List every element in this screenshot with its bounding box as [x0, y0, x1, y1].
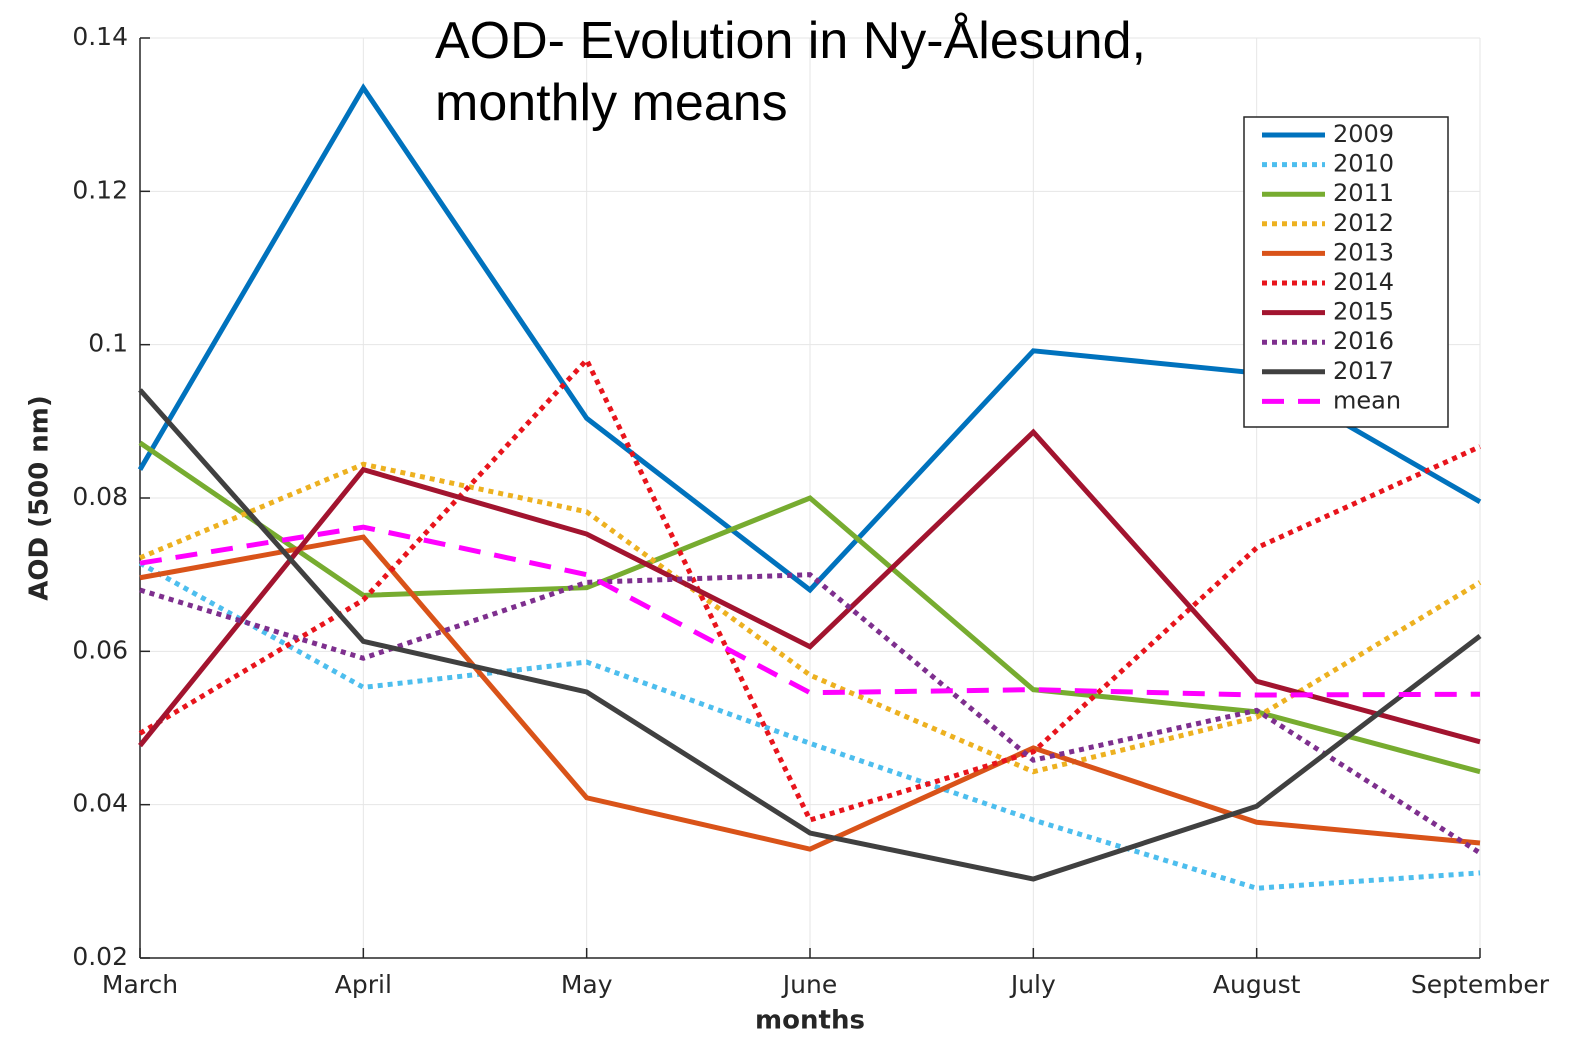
legend-label: 2012 [1333, 209, 1394, 237]
legend-label: 2013 [1333, 238, 1394, 266]
legend-label: 2017 [1333, 357, 1394, 385]
legend-box [1243, 116, 1449, 428]
series-line [139, 461, 1482, 775]
y-tick-label: 0.14 [72, 22, 128, 51]
x-tick-label: July [1009, 970, 1056, 999]
x-tick-label: June [781, 970, 837, 999]
chart-title: AOD- Evolution in Ny-Ålesund, monthly me… [435, 12, 1146, 132]
series-line [138, 388, 1482, 882]
legend-label: 2016 [1333, 327, 1394, 355]
x-tick-label: September [1411, 970, 1550, 999]
y-tick-label: 0.06 [72, 635, 128, 664]
y-tick-label: 0.1 [88, 329, 128, 358]
legend-label: 2010 [1333, 150, 1394, 178]
y-axis-label: AOD (500 nm) [25, 395, 55, 601]
x-tick-label: August [1213, 970, 1301, 999]
legend-label: 2009 [1333, 120, 1394, 148]
series-line [138, 355, 1482, 824]
legend-label: 2015 [1333, 298, 1394, 326]
legend-label: 2014 [1333, 268, 1394, 296]
x-axis-label: months [755, 1006, 865, 1036]
series-line [139, 572, 1482, 856]
x-tick-label: March [102, 970, 178, 999]
series-line [139, 524, 1481, 698]
legend-label: mean [1333, 386, 1401, 414]
legend-label: 2011 [1333, 179, 1394, 207]
series-line [138, 428, 1481, 748]
y-tick-label: 0.02 [72, 942, 128, 971]
x-tick-label: April [335, 970, 392, 999]
y-tick-label: 0.08 [72, 482, 128, 511]
y-tick-label: 0.12 [72, 175, 128, 204]
y-tick-label: 0.04 [72, 789, 128, 818]
series-line [139, 534, 1481, 852]
x-tick-label: May [561, 970, 613, 999]
